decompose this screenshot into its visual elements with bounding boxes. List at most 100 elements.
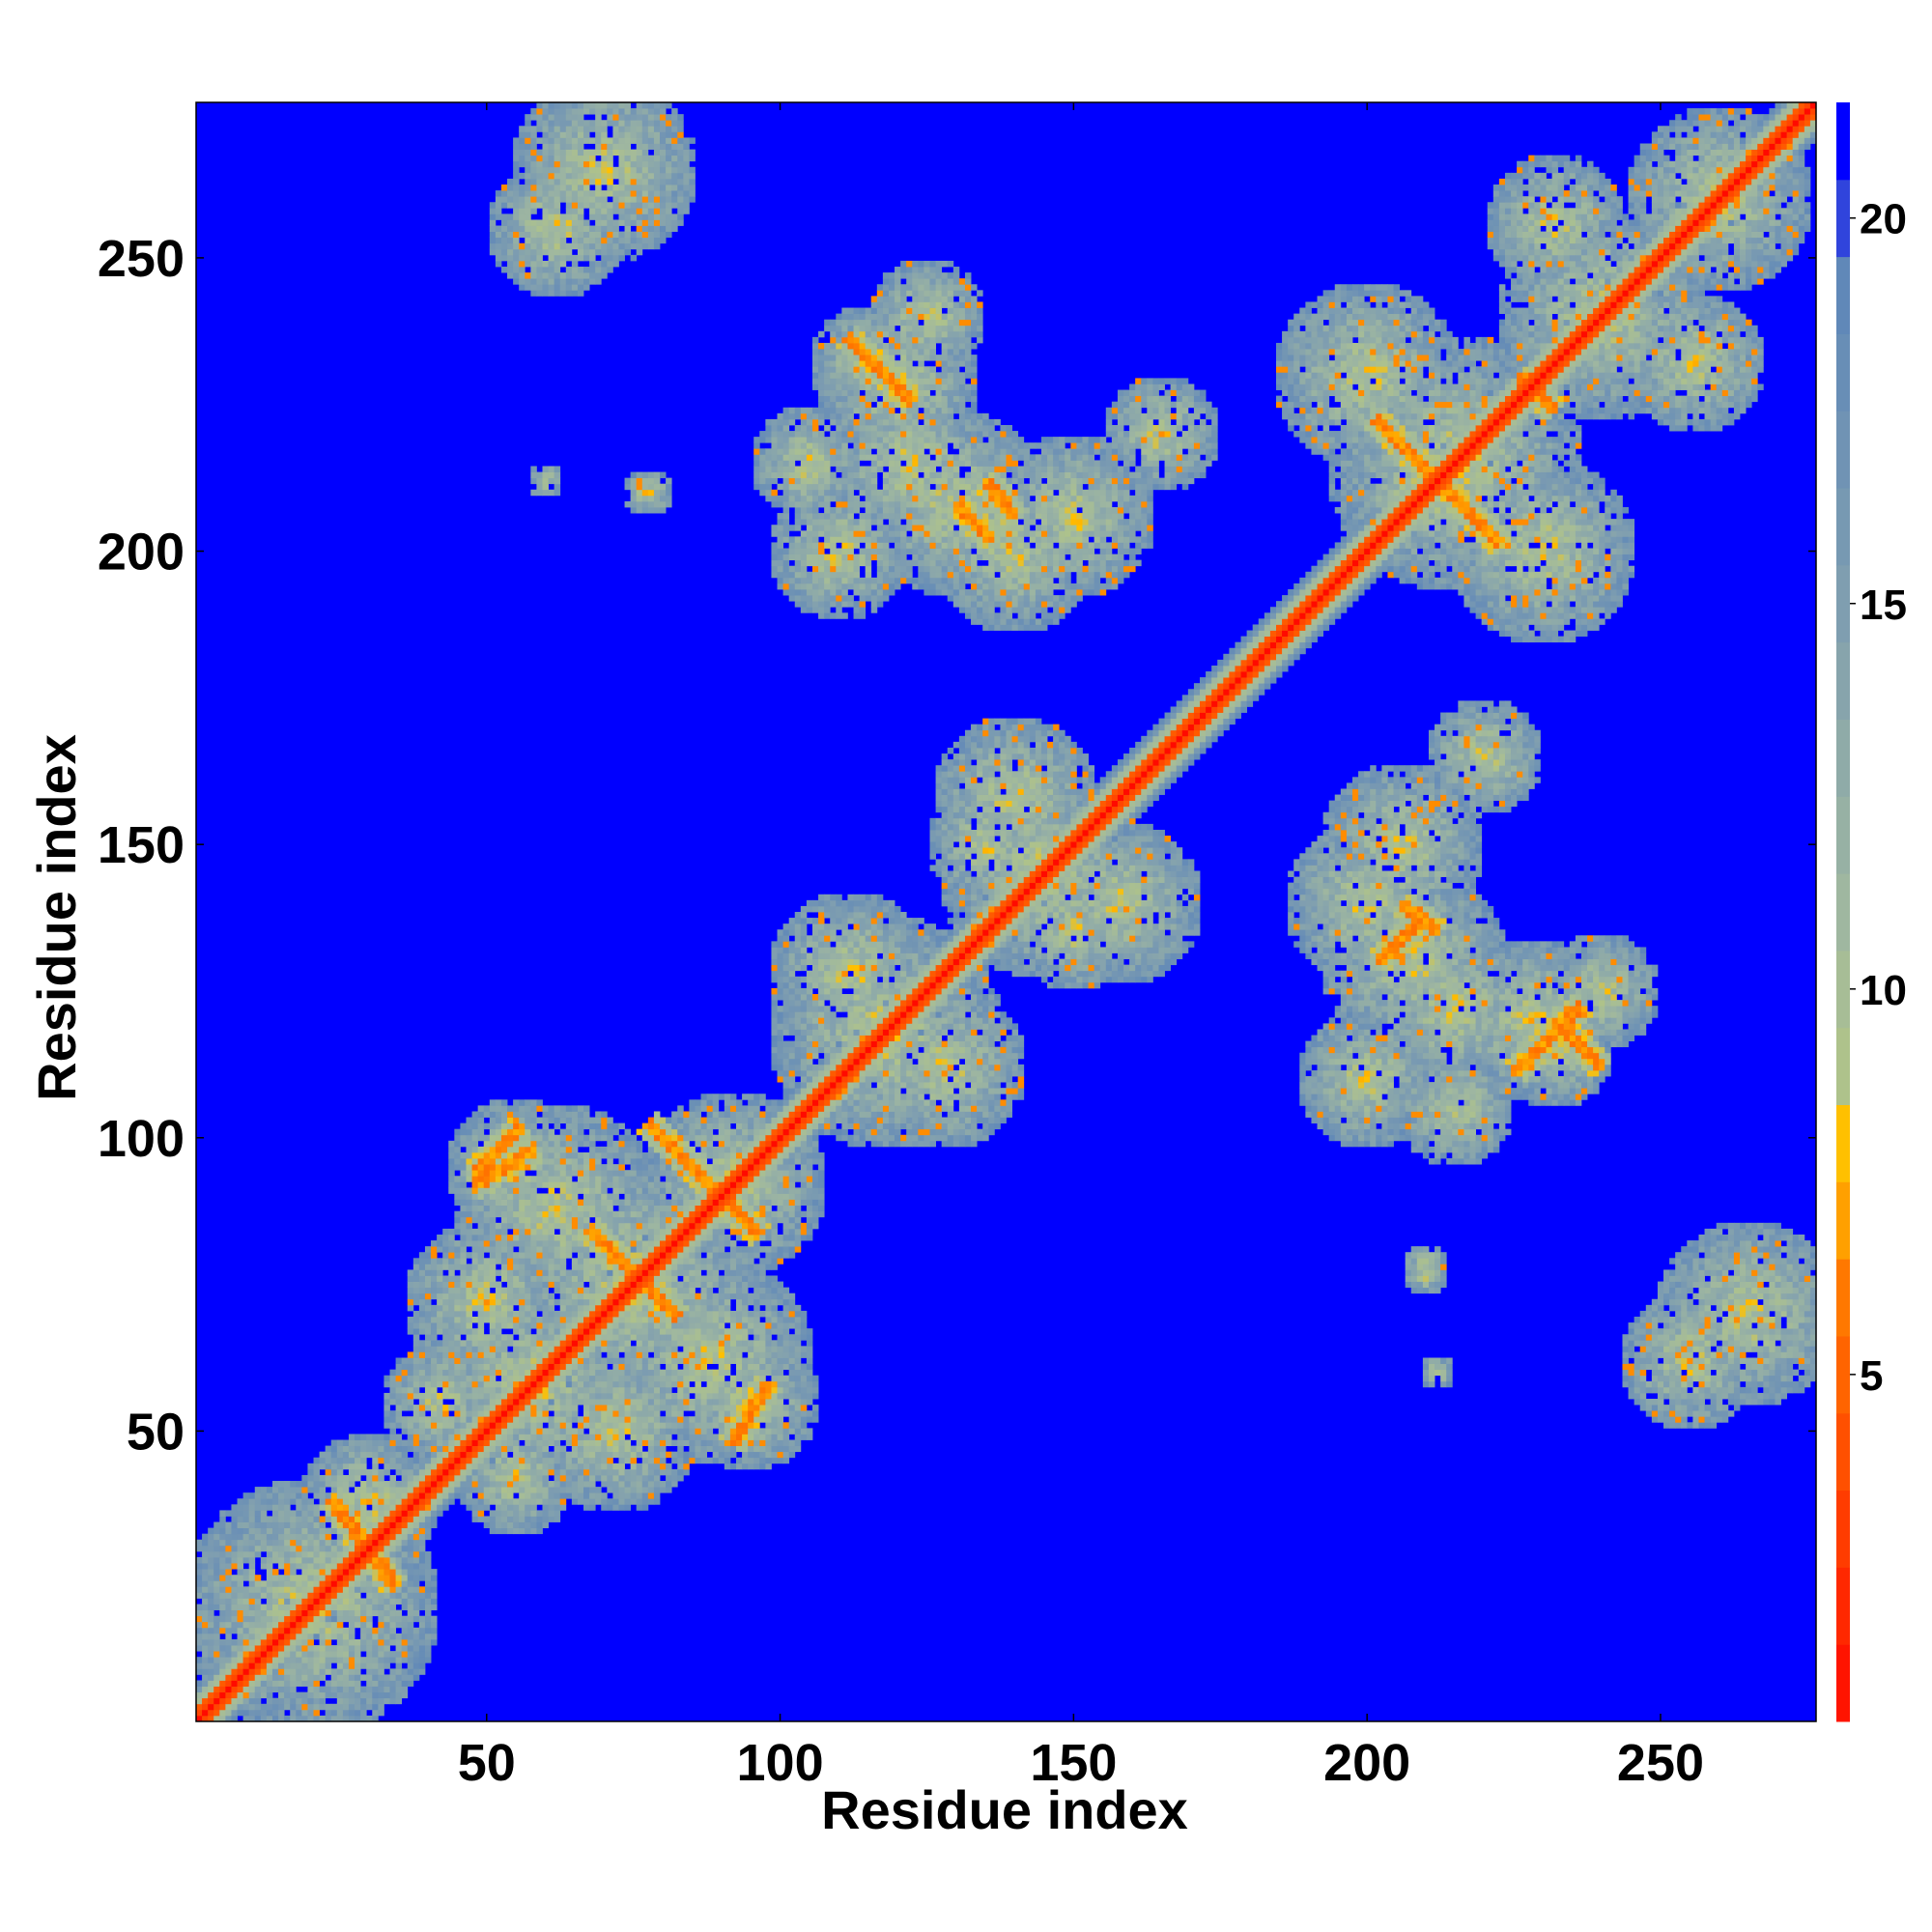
heatmap-cell bbox=[513, 1328, 520, 1335]
heatmap-cell bbox=[495, 1252, 502, 1259]
heatmap-cell bbox=[530, 225, 537, 232]
heatmap-cell bbox=[442, 1468, 449, 1476]
heatmap-cell bbox=[647, 1134, 655, 1142]
heatmap-cell bbox=[548, 1117, 555, 1124]
heatmap-cell bbox=[577, 1351, 584, 1358]
heatmap-cell bbox=[530, 1287, 537, 1294]
heatmap-cell bbox=[630, 489, 638, 497]
heatmap-cell bbox=[636, 1176, 643, 1182]
heatmap-cell bbox=[607, 1151, 613, 1159]
heatmap-cell bbox=[536, 1275, 543, 1282]
heatmap-cell bbox=[407, 1380, 414, 1388]
heatmap-cell bbox=[500, 1363, 508, 1371]
heatmap-cell bbox=[530, 1240, 537, 1247]
heatmap-cell bbox=[395, 1405, 403, 1411]
heatmap-cell bbox=[208, 1651, 214, 1658]
heatmap-cell bbox=[284, 1487, 291, 1493]
heatmap-cell bbox=[442, 1322, 449, 1329]
heatmap-cell bbox=[601, 149, 608, 156]
heatmap-cell bbox=[378, 1662, 384, 1669]
heatmap-cell bbox=[477, 1122, 485, 1130]
heatmap-cell bbox=[647, 1498, 655, 1505]
heatmap-cell bbox=[483, 1474, 491, 1482]
heatmap-cell bbox=[437, 1410, 443, 1417]
heatmap-cell bbox=[454, 1322, 461, 1329]
heatmap-cell bbox=[290, 1715, 297, 1722]
heatmap-cell bbox=[647, 1151, 655, 1159]
heatmap-cell bbox=[278, 1527, 285, 1535]
heatmap-cell bbox=[571, 1468, 579, 1476]
heatmap-cell bbox=[384, 1674, 390, 1681]
heatmap-cell bbox=[495, 1445, 502, 1453]
heatmap-cell bbox=[301, 1521, 308, 1529]
heatmap-cell bbox=[442, 1363, 449, 1371]
heatmap-cell bbox=[647, 471, 655, 479]
heatmap-cell bbox=[378, 1510, 384, 1517]
heatmap-cell bbox=[237, 1580, 244, 1587]
heatmap-cell bbox=[401, 1686, 409, 1693]
heatmap-cell bbox=[612, 1504, 619, 1511]
heatmap-cell bbox=[401, 1680, 409, 1687]
heatmap-cell bbox=[313, 1563, 320, 1570]
heatmap-cell bbox=[542, 1375, 549, 1382]
heatmap-cell bbox=[548, 1481, 555, 1488]
heatmap-cell bbox=[248, 1627, 256, 1634]
heatmap-cell bbox=[641, 483, 649, 491]
heatmap-cell bbox=[325, 1609, 332, 1617]
heatmap-cell bbox=[395, 1598, 403, 1605]
heatmap-cell bbox=[636, 225, 643, 232]
heatmap-cell bbox=[495, 1340, 502, 1347]
heatmap-cell bbox=[290, 1621, 297, 1629]
heatmap-cell bbox=[624, 1246, 632, 1253]
heatmap-cell bbox=[489, 1222, 497, 1230]
heatmap-cell bbox=[500, 1134, 508, 1142]
heatmap-cell bbox=[330, 1703, 338, 1711]
heatmap-cell bbox=[489, 1322, 497, 1329]
heatmap-cell bbox=[366, 1498, 373, 1505]
heatmap-cell bbox=[595, 1258, 602, 1264]
heatmap-cell bbox=[431, 1439, 438, 1446]
heatmap-cell bbox=[389, 1439, 396, 1446]
heatmap-cell bbox=[466, 1410, 472, 1417]
heatmap-cell bbox=[500, 1275, 508, 1282]
heatmap-cell bbox=[601, 1322, 608, 1329]
heatmap-cell bbox=[296, 1492, 302, 1499]
heatmap-cell bbox=[595, 1269, 602, 1276]
heatmap-cell bbox=[237, 1680, 244, 1687]
heatmap-cell bbox=[571, 1328, 579, 1335]
heatmap-cell bbox=[307, 1668, 314, 1675]
heatmap-cell bbox=[536, 1457, 543, 1464]
heatmap-cell bbox=[612, 1481, 619, 1488]
heatmap-cell bbox=[319, 1556, 327, 1564]
heatmap-cell bbox=[612, 137, 619, 144]
heatmap-cell bbox=[571, 1158, 579, 1165]
heatmap-cell bbox=[601, 1176, 608, 1182]
heatmap-cell bbox=[565, 1176, 573, 1182]
heatmap-cell bbox=[636, 1346, 643, 1352]
heatmap-cell bbox=[271, 1627, 279, 1634]
heatmap-cell bbox=[513, 1434, 520, 1440]
heatmap-cell bbox=[624, 1193, 632, 1200]
heatmap-cell bbox=[196, 1627, 203, 1634]
heatmap-cell bbox=[313, 1492, 320, 1499]
heatmap-cell bbox=[607, 1252, 613, 1259]
heatmap-cell bbox=[525, 1369, 531, 1377]
heatmap-cell bbox=[242, 1516, 250, 1522]
heatmap-cell bbox=[565, 1117, 573, 1124]
heatmap-cell bbox=[513, 1258, 520, 1264]
heatmap-cell bbox=[290, 1569, 297, 1576]
heatmap-cell bbox=[366, 1615, 373, 1623]
heatmap-cell bbox=[525, 126, 531, 132]
heatmap-cell bbox=[412, 1674, 420, 1681]
heatmap-cell bbox=[542, 114, 549, 121]
heatmap-cell bbox=[355, 1609, 361, 1617]
heatmap-cell bbox=[208, 1556, 214, 1564]
heatmap-cell bbox=[583, 1170, 590, 1177]
heatmap-cell bbox=[618, 1375, 625, 1382]
heatmap-cell bbox=[355, 1516, 361, 1522]
heatmap-cell bbox=[601, 1111, 608, 1118]
heatmap-cell bbox=[330, 1592, 338, 1599]
heatmap-cell bbox=[366, 1556, 373, 1564]
heatmap-cell bbox=[231, 1580, 238, 1587]
heatmap-cell bbox=[489, 1252, 497, 1259]
